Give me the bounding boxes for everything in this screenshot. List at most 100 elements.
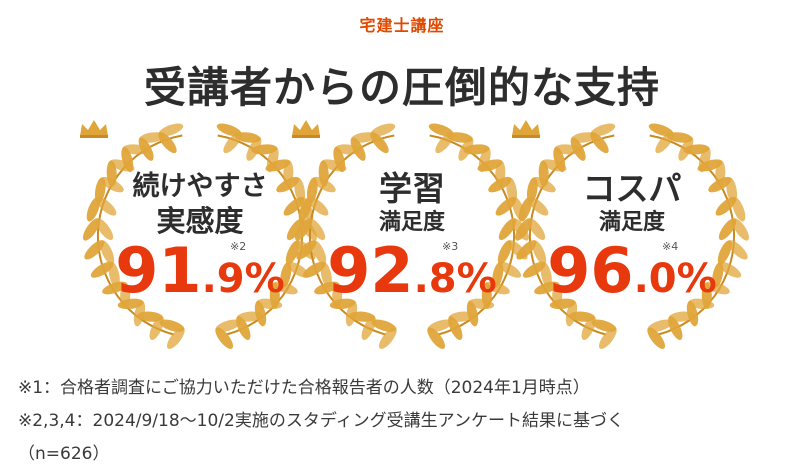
badge-percentage: 96.0%: [547, 234, 717, 307]
wreath-leaf: [498, 218, 517, 241]
wreath-leaf: [477, 159, 503, 172]
wreath-leaf: [90, 261, 114, 278]
badge-label-line2: 満足度: [598, 210, 665, 235]
wreath-leaf: [590, 123, 616, 137]
wreath-leaf: [705, 281, 730, 295]
wreath-leaf: [569, 311, 596, 322]
badge-cost-performance: コスパ 満足度 ※4 96.0%: [510, 118, 754, 350]
wreath-leaf: [647, 327, 666, 349]
wreath-leaf: [428, 123, 454, 137]
wreath-leaf: [371, 319, 397, 332]
wreath-leaf: [712, 262, 724, 288]
badge-label-line1: 学習: [379, 169, 445, 208]
badge-label-line1: 続けやすさ: [132, 171, 268, 202]
wreath-leaf: [485, 281, 510, 295]
wreath-leaf: [516, 240, 537, 260]
wreath-leaf: [251, 144, 278, 155]
laurel-wreath-icon: [515, 123, 749, 349]
wreath-leaf: [273, 281, 298, 295]
footnote-marker: ※2: [230, 240, 247, 253]
wreath-leaf: [648, 123, 674, 137]
wreath-leaf: [276, 176, 300, 193]
badge-label-line1: コスパ: [582, 169, 682, 208]
wreath-leaf: [312, 240, 327, 265]
badge-percentage: 91.9%: [115, 234, 285, 307]
crown-icon: [292, 120, 320, 138]
wreath-leaf: [591, 319, 617, 332]
wreath-leaf: [83, 218, 100, 241]
wreath-leaf: [708, 176, 732, 193]
wreath-leaf: [95, 218, 114, 241]
wreath-leaf: [95, 196, 117, 216]
wreath-leaf: [532, 176, 556, 193]
wreath-leaf: [683, 144, 710, 155]
wreath-leaf: [647, 319, 673, 332]
wreath-leaf: [307, 196, 329, 216]
wreath-leaf: [515, 218, 532, 241]
wreath-leaf: [285, 240, 300, 265]
wreath-leaf: [298, 197, 313, 222]
wreath-leaf: [717, 240, 732, 265]
wreath-leaf: [549, 298, 576, 310]
wreath-leaf: [488, 176, 512, 193]
wreath-leaf: [86, 197, 101, 222]
wreath-leaf: [492, 262, 504, 288]
wreath-leaf: [518, 197, 533, 222]
wreath-leaf: [527, 218, 546, 241]
wreath-leaf: [715, 196, 737, 216]
wreath-leaf: [526, 177, 538, 204]
wreath-leaf: [732, 218, 749, 241]
wreath-leaf: [497, 240, 512, 265]
footnote-3: （n=626）: [18, 444, 110, 464]
wreath-leaf: [234, 132, 261, 143]
wreath-leaf: [100, 240, 115, 265]
badge-label-line2: 実感度: [156, 204, 244, 238]
wreath-leaf: [102, 281, 127, 295]
wreath-leaf: [215, 319, 241, 332]
wreath-leaf: [718, 218, 737, 241]
wreath-leaf: [727, 240, 748, 260]
wreath-leaf: [166, 327, 185, 349]
wreath-leaf: [349, 311, 376, 322]
wreath-leaf: [109, 159, 135, 172]
wreath-leaf: [314, 281, 339, 295]
wreath-leaf: [321, 159, 347, 172]
wreath-leaf: [312, 176, 336, 193]
wreath-leaf: [534, 281, 559, 295]
wreath-leaf: [370, 123, 396, 137]
badge-learning: 学習 満足度 ※3 92.8%: [290, 118, 534, 350]
wreath-leaf: [320, 262, 332, 288]
wreath-leaf: [378, 327, 397, 349]
wreath-leaf: [286, 218, 305, 241]
footnote-marker: ※3: [442, 240, 459, 253]
wreath-leaf: [598, 327, 617, 349]
wreath-leaf: [446, 132, 473, 143]
crown-icon: [80, 120, 108, 138]
wreath-leaf: [495, 196, 517, 216]
wreath-leaf: [329, 298, 356, 310]
wreath-leaf: [527, 196, 549, 216]
wreath-leaf: [427, 319, 453, 332]
footnote-marker: ※4: [662, 240, 679, 253]
wreath-leaf: [295, 218, 312, 241]
wreath-leaf: [137, 311, 164, 322]
wreath-leaf: [94, 177, 106, 204]
wreath-leaf: [541, 159, 567, 172]
wreath-leaf: [731, 197, 746, 222]
wreath-leaf: [265, 159, 291, 172]
wreath-leaf: [108, 262, 120, 288]
footnote-1: ※1：合格者調査にご協力いただけた合格報告者の人数（2024年1月時点）: [18, 378, 590, 398]
wreath-leaf: [307, 218, 326, 241]
wreath-leaf: [522, 261, 546, 278]
course-label: 宅建士講座: [359, 16, 445, 35]
crown-icon: [512, 120, 540, 138]
wreath-leaf: [215, 327, 234, 349]
badge-label-line2: 満足度: [378, 210, 445, 235]
wreath-leaf: [302, 261, 326, 278]
wreath-leaf: [296, 240, 317, 260]
wreath-leaf: [280, 262, 292, 288]
wreath-leaf: [100, 176, 124, 193]
wreath-leaf: [532, 240, 547, 265]
wreath-leaf: [84, 240, 105, 260]
wreath-leaf: [718, 261, 742, 278]
